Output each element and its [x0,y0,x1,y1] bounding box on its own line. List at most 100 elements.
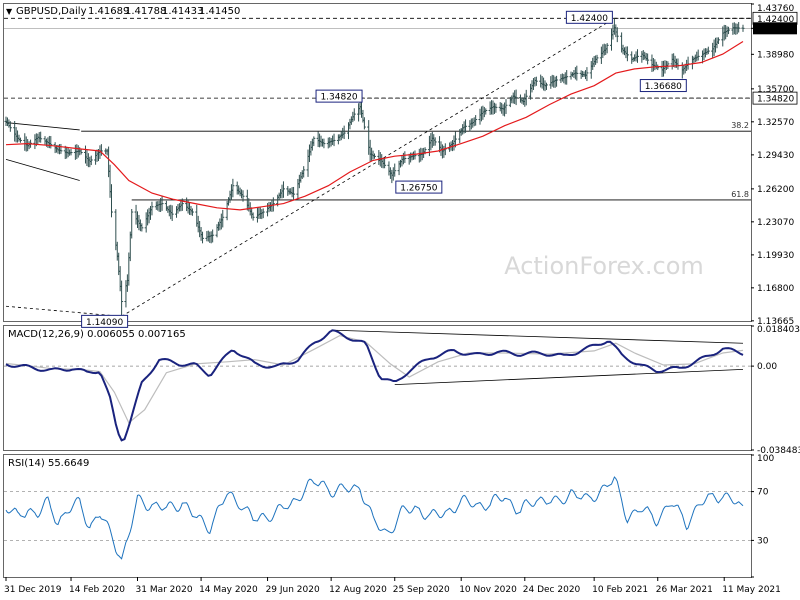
point-label-1: 1.34820 [315,89,363,103]
fib-label-2: 38.2 [731,121,749,130]
price-axis-label-2: 1.41450 [753,22,797,35]
ohlc-bar [575,65,579,81]
ohlc-bar [484,108,488,115]
ohlc-bar [109,184,113,218]
ohlc-bar [524,89,528,106]
ohlc-bar [39,131,43,143]
price-y-tick-label: 1.23070 [757,218,794,228]
ohlc-bar [322,138,326,149]
ohlc-bar [312,136,316,147]
ohlc-bar [251,212,255,221]
price-y-tick-label: 1.16800 [757,284,794,294]
macd-y-tick-label: 0.00 [757,362,777,372]
ohlc-bar [8,121,12,132]
trendline-1 [5,305,122,317]
x-tick-label: 24 Dec 2020 [523,585,581,595]
ohlc-bar [737,22,741,33]
x-tick-label: 12 Aug 2020 [329,585,387,595]
ohlc-bar [201,231,205,244]
price-y-tick-label: 1.35700 [757,85,794,95]
x-tick-label: 31 Dec 2019 [4,585,62,595]
point-label-text: 1.14090 [86,318,123,328]
x-tick-label: 14 Feb 2020 [69,585,125,595]
watermark: ActionForex.com [504,252,704,280]
price-axis-label-text: 1.42400 [757,15,794,25]
macd-trendline-1 [394,368,744,386]
macd-trendline-0 [331,329,744,344]
ohlc-open: 1.41689 [88,6,129,17]
ohlc-bar [474,115,478,126]
price-axis-label-text: 1.43760 [757,4,794,14]
point-label-box [315,89,363,103]
ohlc-bar [706,46,710,55]
point-label-2: 1.36680 [639,79,687,93]
ohlc-bar [716,37,720,45]
rsi-layer [4,476,751,560]
ohlc-low: 1.41433 [162,6,203,17]
ohlc-bar [595,54,599,64]
ohlc-bar [352,108,356,121]
rsi-y-tick-label: 100 [757,454,774,464]
rsi-y-tick-label: 30 [757,536,769,546]
point-label-text: 1.34820 [320,93,357,103]
ohlc-bar [514,89,518,106]
price-panel-title: GBPUSD,Daily [16,6,87,17]
axis-layer: 1.38980 1.35700 1.32570 1.29430 1.26200 1.230… [4,3,800,595]
ohlc-bar [59,143,63,154]
price-axis-label-text: 1.34820 [757,95,794,105]
ohlc-bar [433,137,437,146]
price-axis-label-text: 1.41450 [757,25,794,35]
ohlc-bar [362,117,366,130]
price-y-tick-label: 1.29430 [757,151,794,161]
price-y-tick-label: 1.32570 [757,118,794,128]
ohlc-bar [231,178,235,198]
price-y-tick-label: 1.13665 [757,317,794,327]
x-tick-label: 25 Sep 2020 [393,585,450,595]
ohlc-bar [120,280,124,317]
ohlc-bar [211,229,215,243]
x-tick-label: 31 Mar 2020 [136,585,193,595]
ohlc-bar [221,209,225,228]
point-label-3: 1.26750 [395,180,443,194]
ohlc-bar [342,125,346,140]
ohlc-bar [646,53,650,65]
ohlc-bar [615,27,619,43]
price-axis-label-3: 1.34820 [752,91,798,105]
macd-layer [4,329,751,442]
ohlc-bar [261,208,265,219]
ohlc-bar [332,133,336,147]
ohlc-bar [565,70,569,85]
rsi-panel-frame [3,454,752,578]
ohlc-bar [453,131,457,148]
trendline-3 [5,159,80,181]
price-panel-frame [3,3,752,322]
price-y-tick-label: 1.38980 [757,50,794,60]
ohlc-bar [605,43,609,54]
ohlc-bar [69,148,73,156]
symbol-dropdown-icon[interactable]: ▼ [6,7,13,16]
price-layer: 38.2 61.8 1.42400 1.34820 1.36680 1.26750 1.14… [4,10,751,328]
rsi-panel-title: RSI(14) 55.6649 [8,458,89,469]
trendline-2 [5,122,80,131]
point-label-text: 1.42400 [571,14,608,24]
ohlc-bar [544,82,548,90]
ohlc-bar [393,163,397,177]
price-header: ▼ GBPUSD,Daily 1.41689 1.41788 1.41433 1… [6,6,240,17]
macd-panel-frame [3,325,752,451]
ohlc-bar [302,166,306,178]
point-label-box [639,79,687,93]
ohlc-bar [241,190,245,202]
ohlc-bar [696,49,700,61]
ohlc-bar [413,150,417,160]
ohlc-bar [666,61,670,70]
moving-average-line [5,40,744,211]
ohlc-close: 1.41450 [199,6,240,17]
ohlc-bar [625,46,629,62]
point-label-4: 1.14090 [81,314,129,328]
fib-label-3: 61.8 [731,190,749,199]
ohlc-bar [18,137,22,143]
price-axis-label-bg [753,22,797,35]
ohlc-bar [464,119,468,133]
ohlc-bar [49,136,53,149]
macd-y-tick-label: 0.018403 [757,325,800,335]
